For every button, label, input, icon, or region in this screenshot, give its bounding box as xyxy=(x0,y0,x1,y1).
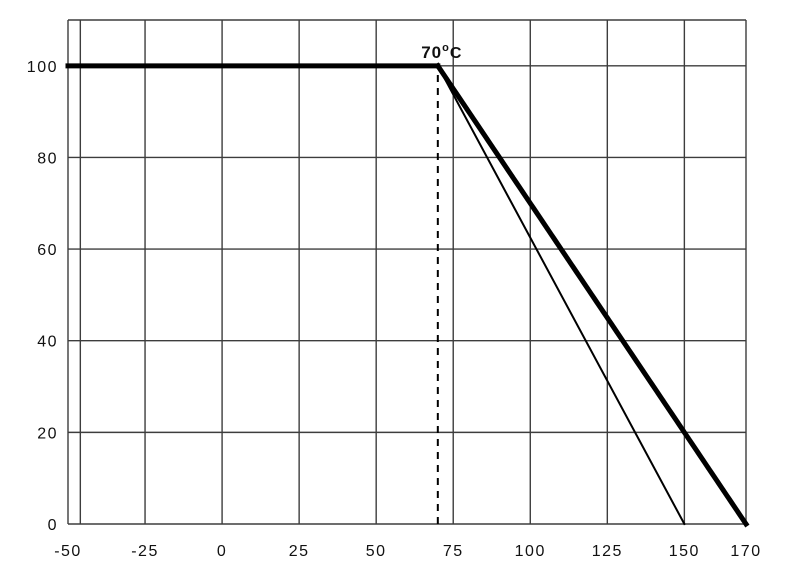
x-tick-label: 50 xyxy=(366,543,387,560)
x-tick-label: 0 xyxy=(217,543,227,560)
x-tick-label: 75 xyxy=(443,543,464,560)
x-tick-label: -25 xyxy=(131,543,159,560)
series-derating-thick-dashed xyxy=(434,62,750,528)
y-tick-label: 20 xyxy=(37,425,58,442)
x-tick-label: 170 xyxy=(730,543,761,560)
y-tick-label: 100 xyxy=(27,59,58,76)
threshold-temperature-label: 70oC xyxy=(421,42,462,62)
x-tick-label: -50 xyxy=(54,543,82,560)
y-tick-label: 0 xyxy=(48,517,58,534)
series-derating-thin-solid xyxy=(436,64,686,526)
x-tick-label: 150 xyxy=(669,543,700,560)
y-tick-label: 60 xyxy=(37,242,58,259)
y-tick-label: 40 xyxy=(37,334,58,351)
x-tick-label: 25 xyxy=(289,543,310,560)
x-tick-label: 125 xyxy=(592,543,623,560)
x-tick-label: 100 xyxy=(515,543,546,560)
y-tick-label: 80 xyxy=(37,150,58,167)
